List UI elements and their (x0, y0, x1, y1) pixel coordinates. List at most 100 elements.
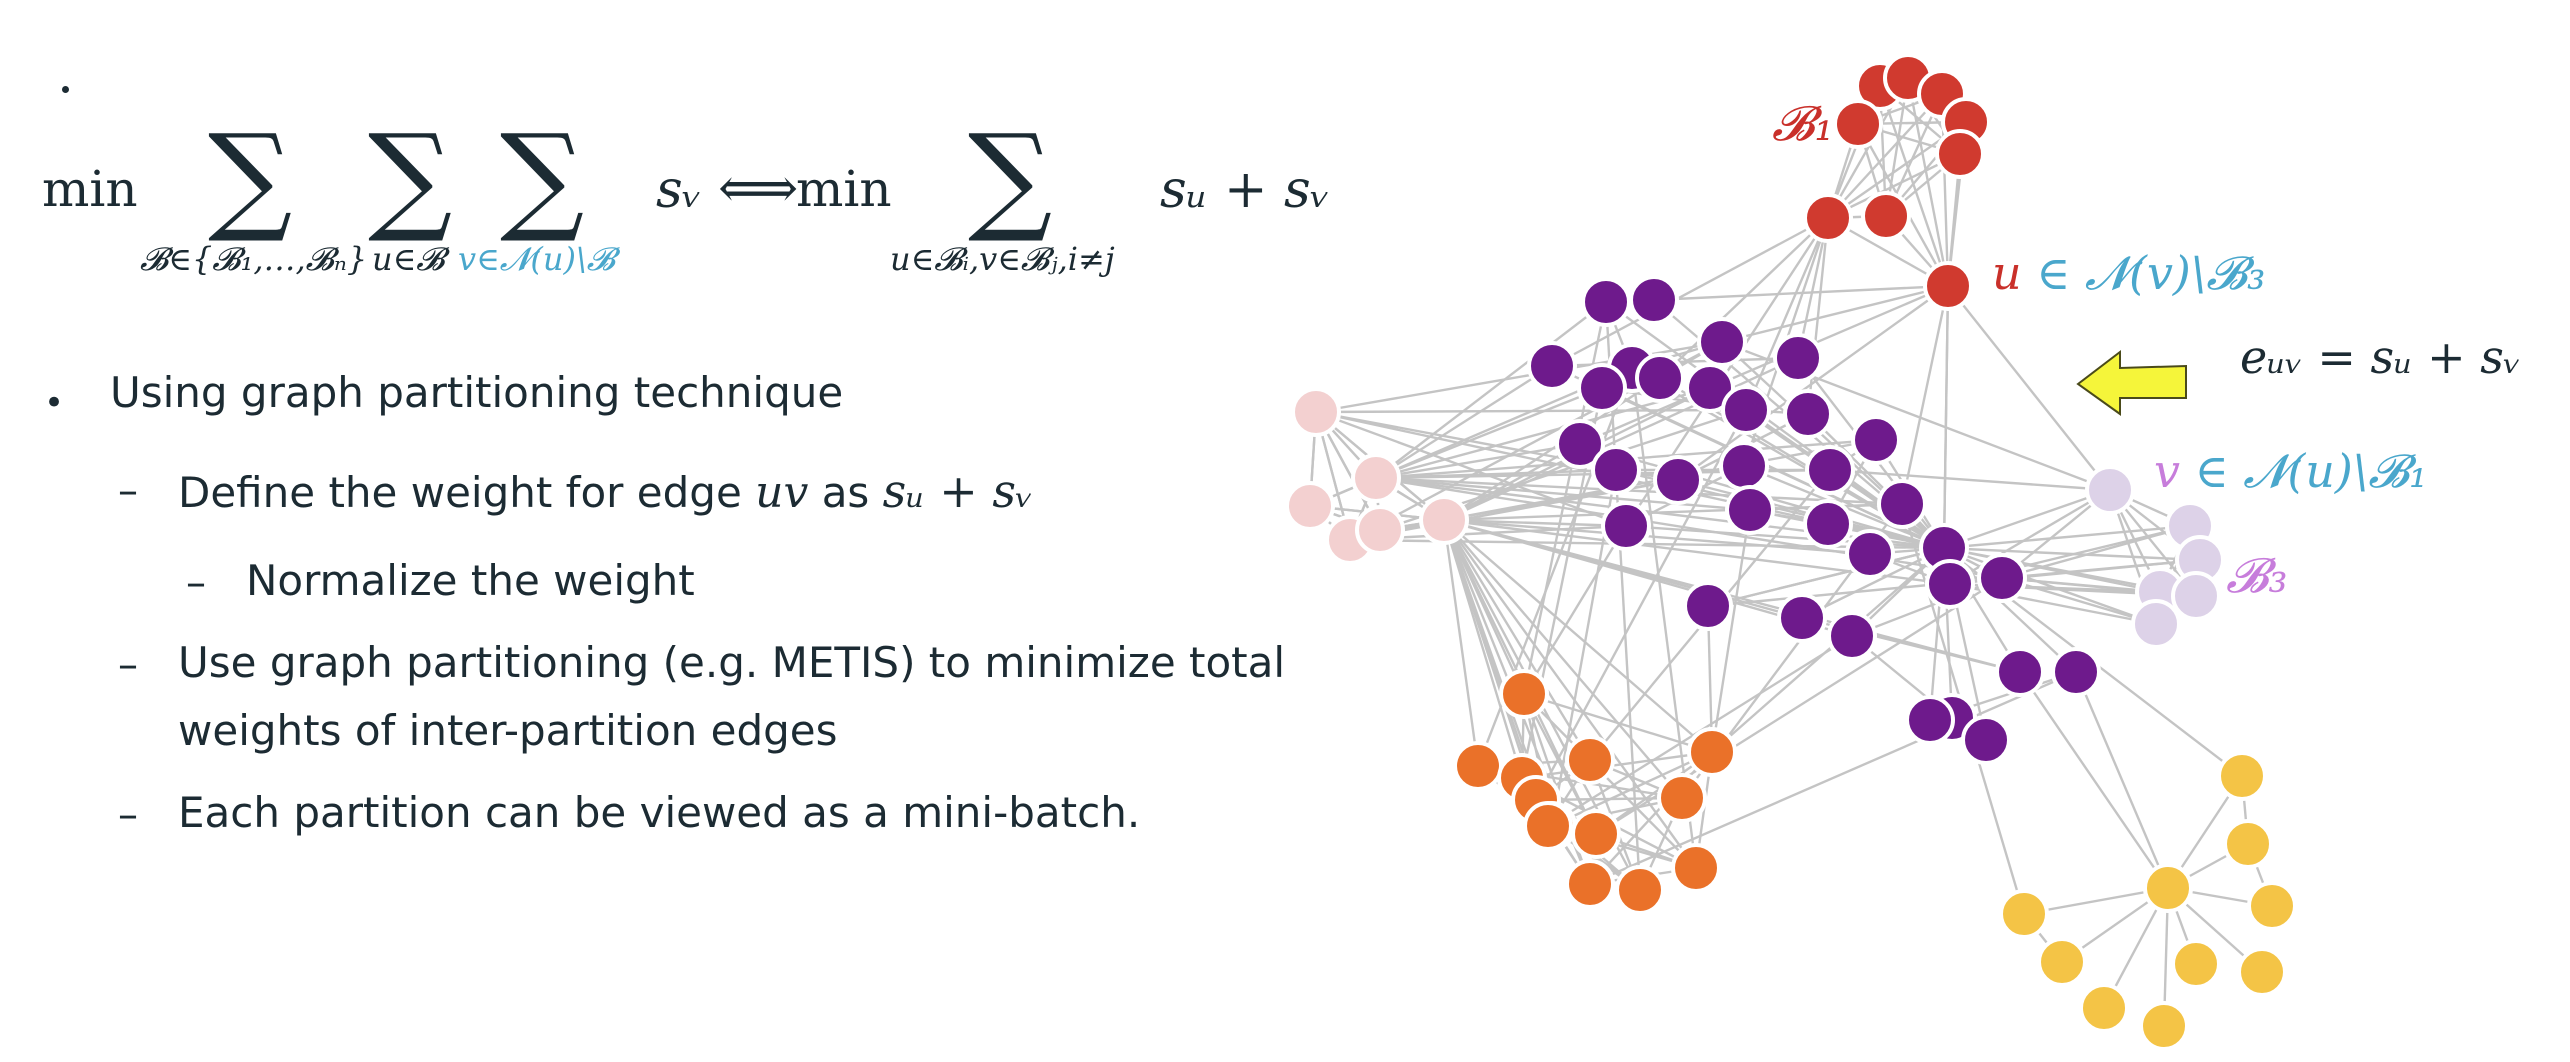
min-left: min (42, 160, 138, 218)
bullet-sub-2-line1: Use graph partitioning (e.g. METIS) to m… (178, 638, 1286, 687)
graph-edge (1315, 410, 1627, 528)
node-pink (1285, 481, 1335, 531)
sum-4-subscript: u∈𝓑ᵢ,v∈𝓑ⱼ,i≠j (890, 240, 1115, 278)
graph-edge (1442, 519, 1592, 761)
label-v: v ∈ 𝓝(u)\𝓑₁ (2154, 444, 2428, 498)
graph-edge (2074, 671, 2170, 889)
graph-edge (1534, 409, 1748, 801)
node-purple (1577, 363, 1627, 413)
node-purple (1591, 445, 1641, 495)
node-purple (1685, 363, 1735, 413)
node-purple (1581, 277, 1631, 327)
label-u: u ∈ 𝓝(v)\𝓑₃ (1992, 246, 2266, 300)
node-purple (1601, 501, 1651, 551)
node-orange (1523, 801, 1573, 851)
bullet-sub-2-line2: weights of inter-partition edges (178, 706, 838, 755)
label-u-rest: ∈ 𝓝(v)\𝓑₃ (2021, 246, 2266, 300)
node-red (1923, 261, 1973, 311)
iff-symbol: ⟺ (718, 156, 799, 221)
term-s-v: sᵥ (656, 160, 703, 220)
node-purple (1851, 415, 1901, 465)
node-purple (1803, 499, 1853, 549)
node-orange (1671, 843, 1721, 893)
node-purple (1725, 485, 1775, 535)
node-purple (1629, 275, 1679, 325)
sum-symbol-3: ∑ (500, 108, 585, 246)
node-purple (1977, 553, 2027, 603)
dash-marker: – (118, 468, 138, 514)
graph-edge (1375, 476, 1903, 506)
graph-edge (1851, 576, 2003, 638)
graph-edge (1551, 750, 1713, 828)
dash-marker: – (186, 560, 206, 606)
graph-edge (1589, 670, 2077, 886)
node-purple (1555, 419, 1605, 469)
bullet-main: Using graph partitioning technique (110, 368, 844, 417)
highlight-arrow (2076, 349, 2187, 416)
slide-dot (62, 86, 69, 93)
sub1-math-sum: sᵤ + sᵥ (882, 464, 1034, 518)
graph-edge (1443, 518, 1871, 556)
label-v-rest: ∈ 𝓝(u)\𝓑₁ (2180, 444, 2428, 498)
label-b1: 𝓑₁ (1772, 96, 1834, 152)
node-yellow (2143, 863, 2193, 913)
node-red (1833, 99, 1883, 149)
graph-edge (1521, 750, 1713, 780)
node-purple (1783, 389, 1833, 439)
min-right: min (796, 160, 892, 218)
graph-edge (1947, 285, 2111, 491)
graph-edge (2001, 576, 2157, 626)
sum-1-subscript: 𝓑∈{𝓑₁,…,𝓑ₙ} (140, 240, 368, 278)
node-purple (1877, 479, 1927, 529)
graph-edge (1375, 442, 1581, 480)
graph-edge (1711, 547, 1945, 753)
sub1-prefix: Define the weight for edge (178, 468, 756, 517)
graph-edge (2019, 671, 2169, 889)
sum-symbol-4: ∑ (968, 108, 1053, 246)
sum-2-subscript: u∈𝓑 (372, 240, 445, 278)
graph-edge (1943, 524, 2191, 550)
graph-nodes (1285, 53, 2297, 1051)
node-red (1803, 193, 1853, 243)
graph-edge (1315, 408, 1747, 414)
graph-edge (1829, 468, 2111, 492)
node-purple (1653, 455, 1703, 505)
node-pink (1419, 495, 1469, 545)
graph-edge (1375, 476, 2003, 580)
dash-marker: – (118, 642, 138, 688)
node-purple (1925, 559, 1975, 609)
bullet-sub-1: Define the weight for edge uv as sᵤ + sᵥ (178, 464, 1033, 518)
graph-edge (1949, 488, 2111, 586)
sum-3-subscript: v∈𝓝(u)\𝓑 (458, 240, 616, 278)
node-orange (1687, 727, 1737, 777)
bullet-sub-1a: Normalize the weight (246, 556, 695, 605)
node-red (1861, 191, 1911, 241)
bullet-marker: • (44, 383, 65, 423)
node-pink (1355, 505, 1405, 555)
graph-edge (1443, 519, 1683, 799)
node-purple (1995, 647, 2045, 697)
graph-edge (2001, 524, 2191, 580)
label-euv: eᵤᵥ = sᵤ + sᵥ (2240, 330, 2521, 384)
graph-edge (1709, 284, 1949, 390)
term-su-plus-sv: sᵤ + sᵥ (1160, 160, 1331, 220)
graph-edge (1943, 546, 2201, 562)
graph-edge (1375, 476, 1751, 512)
node-purple (1905, 695, 1955, 745)
node-red (1935, 129, 1985, 179)
graph-edge (1721, 284, 1949, 344)
graph-edge (1443, 519, 1697, 869)
node-purple (1635, 353, 1685, 403)
node-orange (1571, 809, 1621, 859)
dash-marker: – (118, 792, 138, 838)
node-lavender (2131, 599, 2181, 649)
node-purple (1719, 441, 1769, 491)
node-purple (1845, 529, 1895, 579)
sub1-math-uv: uv (755, 467, 809, 518)
node-yellow (2237, 947, 2287, 997)
node-yellow (2247, 881, 2297, 931)
node-orange (1657, 773, 1707, 823)
node-orange (1565, 735, 1615, 785)
node-purple (1683, 581, 1733, 631)
graph-edge (1943, 546, 2157, 626)
